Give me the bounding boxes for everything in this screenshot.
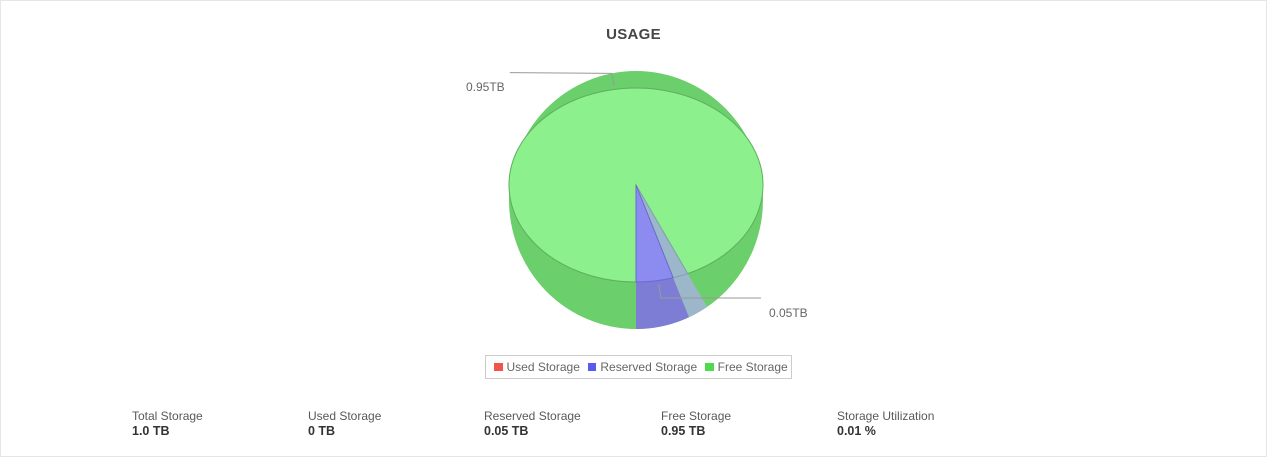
svg-text:0.05TB: 0.05TB bbox=[769, 306, 808, 320]
svg-text:0.95TB: 0.95TB bbox=[466, 80, 505, 94]
